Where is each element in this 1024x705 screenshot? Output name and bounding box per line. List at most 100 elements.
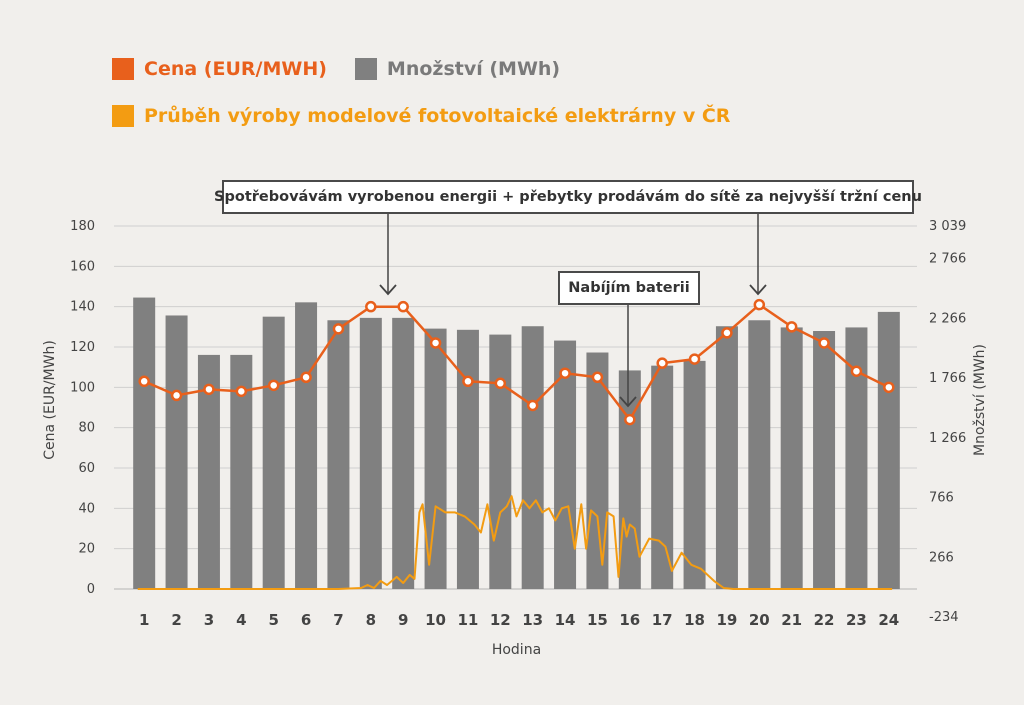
y-right-tick-label: 3 039 [929, 219, 966, 234]
volume-swatch [354, 58, 377, 80]
charge-arrow-head [619, 396, 637, 408]
price-point [883, 381, 895, 394]
x-tick-label: 6 [301, 611, 311, 629]
price-legend-label: Cena (EUR/MWH) [144, 58, 327, 80]
volume-bar [262, 316, 285, 589]
price-point [300, 371, 312, 383]
volume-bar [424, 328, 447, 589]
y-right-tick-label: 766 [929, 491, 954, 506]
y-left-tick-label: 140 [70, 300, 95, 315]
sell-arrow-right-head [749, 284, 767, 296]
volume-bar [683, 360, 706, 589]
volume-bar [780, 327, 803, 589]
price-point [429, 337, 442, 349]
y-left-axis-title: Cena (EUR/MWh) [42, 340, 58, 460]
volume-bar [392, 317, 415, 589]
pv-legend-label: Průběh výroby modelové fotovoltaické ele… [144, 105, 731, 127]
price-point [332, 323, 345, 335]
x-tick-label: 9 [398, 611, 408, 629]
volume-bar [295, 302, 318, 589]
x-tick-label: 10 [425, 611, 446, 629]
x-tick-label: 17 [652, 611, 673, 629]
y-left-tick-label: 120 [70, 340, 95, 355]
volume-bar [456, 329, 479, 589]
volume-bar [813, 331, 836, 589]
volume-bar [133, 297, 156, 589]
x-tick-label: 23 [846, 611, 867, 629]
x-tick-label: 14 [555, 611, 576, 629]
price-point [526, 399, 539, 412]
price-point [591, 371, 604, 383]
y-right-tick-label: 266 [929, 550, 954, 565]
volume-bar [489, 334, 512, 589]
x-tick-label: 7 [333, 611, 343, 629]
price-point [365, 300, 377, 313]
price-point [785, 321, 798, 333]
price-point [235, 385, 248, 398]
y-right-tick-label: 2 766 [929, 252, 966, 267]
sell-arrow-left-head [379, 284, 397, 296]
legend-row-2: Průběh výroby modelové fotovoltaické ele… [112, 105, 758, 127]
price-point [397, 300, 409, 313]
x-axis-title: Hodina [492, 642, 541, 658]
price-point [721, 327, 733, 339]
x-tick-label: 12 [490, 611, 511, 629]
price-point [753, 298, 766, 311]
volume-bar [845, 327, 868, 589]
y-right-tick-label: -234 [929, 610, 959, 625]
price-point [494, 377, 507, 390]
annotation-charge-box: Nabíjím baterii [558, 271, 700, 305]
legend-price: Cena (EUR/MWH) [112, 58, 327, 80]
x-tick-label: 11 [458, 611, 479, 629]
y-right-tick-label: 1 766 [929, 371, 966, 386]
price-point [850, 365, 863, 377]
price-point [203, 383, 215, 396]
x-tick-label: 13 [522, 611, 543, 629]
volume-bar [586, 352, 609, 589]
y-left-tick-label: 0 [87, 582, 95, 597]
price-point [462, 375, 474, 388]
volume-bar [651, 365, 674, 589]
volume-bar [521, 326, 544, 589]
volume-bar [359, 317, 382, 589]
price-point [656, 357, 668, 369]
volume-bar [165, 315, 188, 589]
price-point [624, 413, 636, 426]
x-tick-label: 2 [171, 611, 181, 629]
x-tick-label: 3 [204, 611, 214, 629]
volume-legend-label: Množství (MWh) [386, 58, 561, 80]
x-tick-label: 4 [236, 611, 246, 629]
price-point [170, 389, 183, 402]
price-point [138, 375, 150, 388]
y-left-tick-label: 20 [78, 542, 95, 557]
y-left-tick-label: 160 [70, 259, 95, 274]
x-tick-label: 16 [619, 611, 640, 629]
volume-bar [748, 320, 771, 589]
volume-bar [877, 311, 900, 589]
y-left-tick-label: 180 [70, 219, 95, 234]
x-tick-label: 18 [684, 611, 705, 629]
x-tick-label: 1 [139, 611, 149, 629]
pv-swatch [112, 105, 134, 127]
x-tick-label: 20 [749, 611, 770, 629]
price-line [143, 303, 890, 421]
legend-pv: Průběh výroby modelové fotovoltaické ele… [112, 105, 730, 127]
price-point [818, 337, 830, 349]
volume-bar [715, 326, 738, 589]
legend-volume: Množství (MWh) [354, 58, 561, 80]
y-left-tick-label: 40 [78, 501, 95, 516]
volume-bar [327, 320, 350, 589]
volume-bar [197, 354, 220, 589]
x-tick-label: 15 [587, 611, 608, 629]
x-tick-label: 24 [878, 611, 899, 629]
x-tick-label: 21 [781, 611, 802, 629]
y-right-axis-title: Množství (MWh) [972, 344, 988, 456]
y-left-tick-label: 100 [70, 380, 95, 395]
price-point [267, 379, 280, 392]
annotation-sell-box: Spotřebovávám vyrobenou energii + přebyt… [214, 180, 922, 214]
price-point [688, 353, 701, 365]
x-tick-label: 5 [268, 611, 278, 629]
pv-production-line [137, 495, 893, 590]
volume-bar [230, 354, 253, 589]
